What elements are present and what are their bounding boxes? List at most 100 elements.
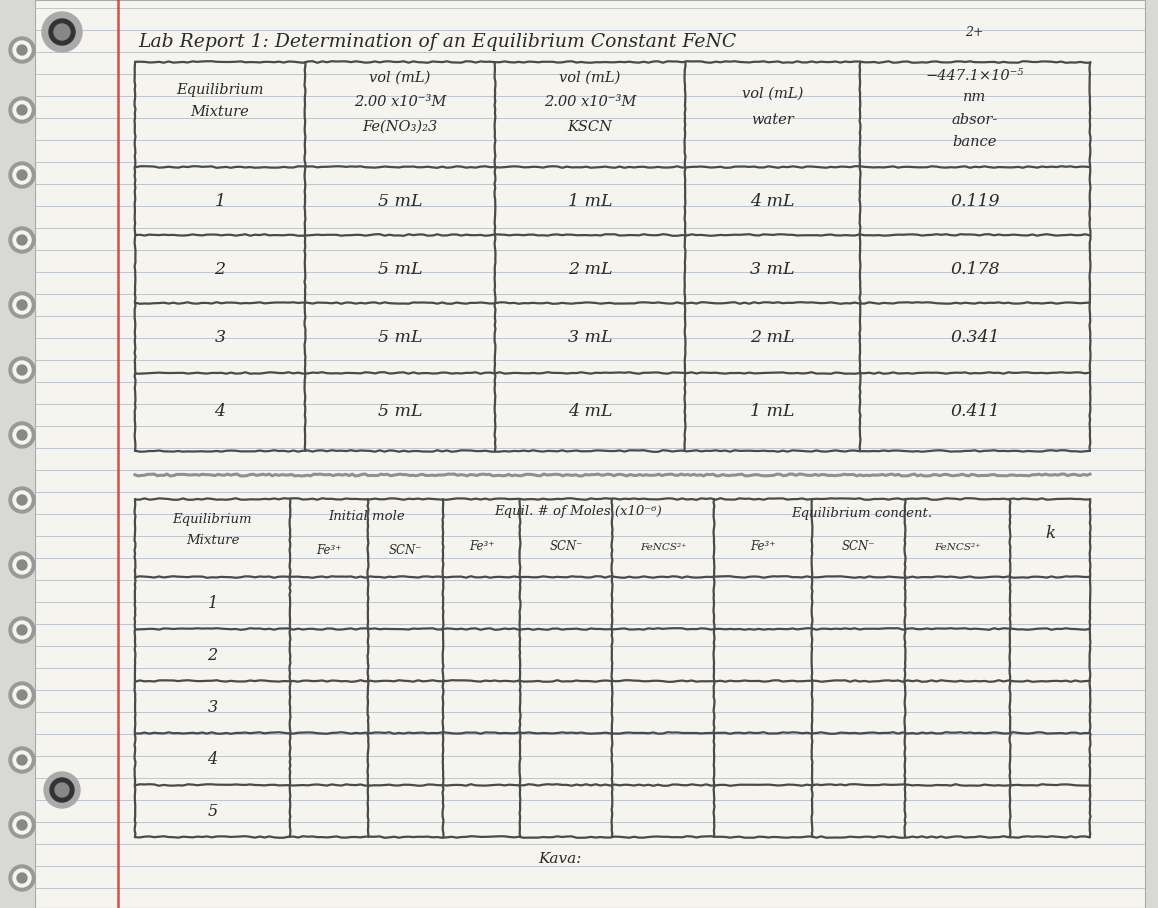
Circle shape xyxy=(9,227,35,253)
Text: SCN⁻: SCN⁻ xyxy=(389,545,423,558)
Text: Equil. # of Moles (x10⁻⁶): Equil. # of Moles (x10⁻⁶) xyxy=(494,505,662,518)
Text: 4 mL: 4 mL xyxy=(750,192,794,210)
Text: absor-: absor- xyxy=(952,113,998,127)
Circle shape xyxy=(13,41,31,59)
Circle shape xyxy=(17,300,27,310)
Text: k: k xyxy=(1045,526,1055,542)
Circle shape xyxy=(17,365,27,375)
Circle shape xyxy=(54,783,69,797)
Circle shape xyxy=(9,487,35,513)
Circle shape xyxy=(13,621,31,639)
Text: 4: 4 xyxy=(207,751,218,767)
Text: water: water xyxy=(752,113,794,127)
Circle shape xyxy=(17,820,27,830)
Circle shape xyxy=(17,430,27,440)
Circle shape xyxy=(9,617,35,643)
Text: 2: 2 xyxy=(214,261,226,278)
Circle shape xyxy=(17,45,27,55)
Circle shape xyxy=(17,690,27,700)
Circle shape xyxy=(13,686,31,704)
Text: 2+: 2+ xyxy=(965,25,983,38)
Circle shape xyxy=(9,552,35,578)
Text: Fe³⁺: Fe³⁺ xyxy=(316,545,342,558)
Text: 5 mL: 5 mL xyxy=(378,403,423,420)
Circle shape xyxy=(13,491,31,509)
Circle shape xyxy=(42,12,82,52)
Circle shape xyxy=(13,751,31,769)
Circle shape xyxy=(9,747,35,773)
Circle shape xyxy=(17,235,27,245)
Circle shape xyxy=(54,24,69,40)
Text: Equilibrium: Equilibrium xyxy=(173,512,252,526)
Circle shape xyxy=(17,755,27,765)
Circle shape xyxy=(13,816,31,834)
Text: 3 mL: 3 mL xyxy=(567,330,613,347)
Circle shape xyxy=(13,101,31,119)
Text: Mixture: Mixture xyxy=(191,105,249,119)
Circle shape xyxy=(13,296,31,314)
Text: 5 mL: 5 mL xyxy=(378,330,423,347)
Text: 5 mL: 5 mL xyxy=(378,261,423,278)
Text: vol (mL): vol (mL) xyxy=(559,71,621,85)
Text: Lab Report 1: Determination of an Equilibrium Constant FeNC: Lab Report 1: Determination of an Equili… xyxy=(138,33,736,51)
Circle shape xyxy=(9,357,35,383)
Circle shape xyxy=(13,231,31,249)
Circle shape xyxy=(9,812,35,838)
Text: −447.1×10⁻⁵: −447.1×10⁻⁵ xyxy=(926,69,1024,83)
Text: KSCN: KSCN xyxy=(567,120,613,134)
Text: 5 mL: 5 mL xyxy=(378,192,423,210)
Text: vol (mL): vol (mL) xyxy=(742,87,804,101)
Text: vol (mL): vol (mL) xyxy=(369,71,431,85)
Circle shape xyxy=(49,19,75,45)
Circle shape xyxy=(13,426,31,444)
Circle shape xyxy=(9,97,35,123)
Text: 2 mL: 2 mL xyxy=(567,261,613,278)
Text: Kava:: Kava: xyxy=(538,852,581,866)
Text: 0.178: 0.178 xyxy=(951,261,999,278)
Text: 1: 1 xyxy=(214,192,226,210)
Text: FeNCS²⁺: FeNCS²⁺ xyxy=(935,542,981,551)
Text: 2.00 x10⁻³M: 2.00 x10⁻³M xyxy=(544,95,636,109)
Text: 1 mL: 1 mL xyxy=(567,192,613,210)
Text: 0.341: 0.341 xyxy=(951,330,999,347)
Text: Mixture: Mixture xyxy=(185,535,240,548)
Text: nm: nm xyxy=(963,90,987,104)
Circle shape xyxy=(9,865,35,891)
Circle shape xyxy=(9,422,35,448)
Text: FeNCS²⁺: FeNCS²⁺ xyxy=(639,542,687,551)
Circle shape xyxy=(17,170,27,180)
Text: 2 mL: 2 mL xyxy=(750,330,794,347)
Text: 5: 5 xyxy=(207,803,218,820)
Circle shape xyxy=(17,105,27,115)
Circle shape xyxy=(13,361,31,379)
Circle shape xyxy=(9,292,35,318)
Circle shape xyxy=(9,162,35,188)
Text: SCN⁻: SCN⁻ xyxy=(842,540,875,554)
Text: Equilibrium concent.: Equilibrium concent. xyxy=(791,507,932,519)
Text: bance: bance xyxy=(953,135,997,149)
Text: 0.119: 0.119 xyxy=(951,192,999,210)
Circle shape xyxy=(50,778,74,802)
Text: Fe³⁺: Fe³⁺ xyxy=(469,540,494,554)
Text: 3: 3 xyxy=(214,330,226,347)
Text: SCN⁻: SCN⁻ xyxy=(549,540,582,554)
Text: Fe(NO₃)₂3: Fe(NO₃)₂3 xyxy=(362,120,438,134)
Circle shape xyxy=(9,682,35,708)
Text: Equilibrium: Equilibrium xyxy=(176,83,264,97)
Text: 1: 1 xyxy=(207,595,218,611)
Text: 3: 3 xyxy=(207,698,218,716)
Circle shape xyxy=(13,166,31,184)
Text: Fe³⁺: Fe³⁺ xyxy=(750,540,776,554)
Text: 0.411: 0.411 xyxy=(951,403,999,420)
Text: 4 mL: 4 mL xyxy=(567,403,613,420)
Circle shape xyxy=(17,625,27,635)
Circle shape xyxy=(17,873,27,883)
Text: 3 mL: 3 mL xyxy=(750,261,794,278)
Circle shape xyxy=(13,869,31,887)
Text: 1 mL: 1 mL xyxy=(750,403,794,420)
Text: 4: 4 xyxy=(214,403,226,420)
Text: Initial mole: Initial mole xyxy=(328,510,405,524)
Circle shape xyxy=(13,556,31,574)
Text: 2: 2 xyxy=(207,646,218,664)
Text: 2.00 x10⁻³M: 2.00 x10⁻³M xyxy=(354,95,446,109)
